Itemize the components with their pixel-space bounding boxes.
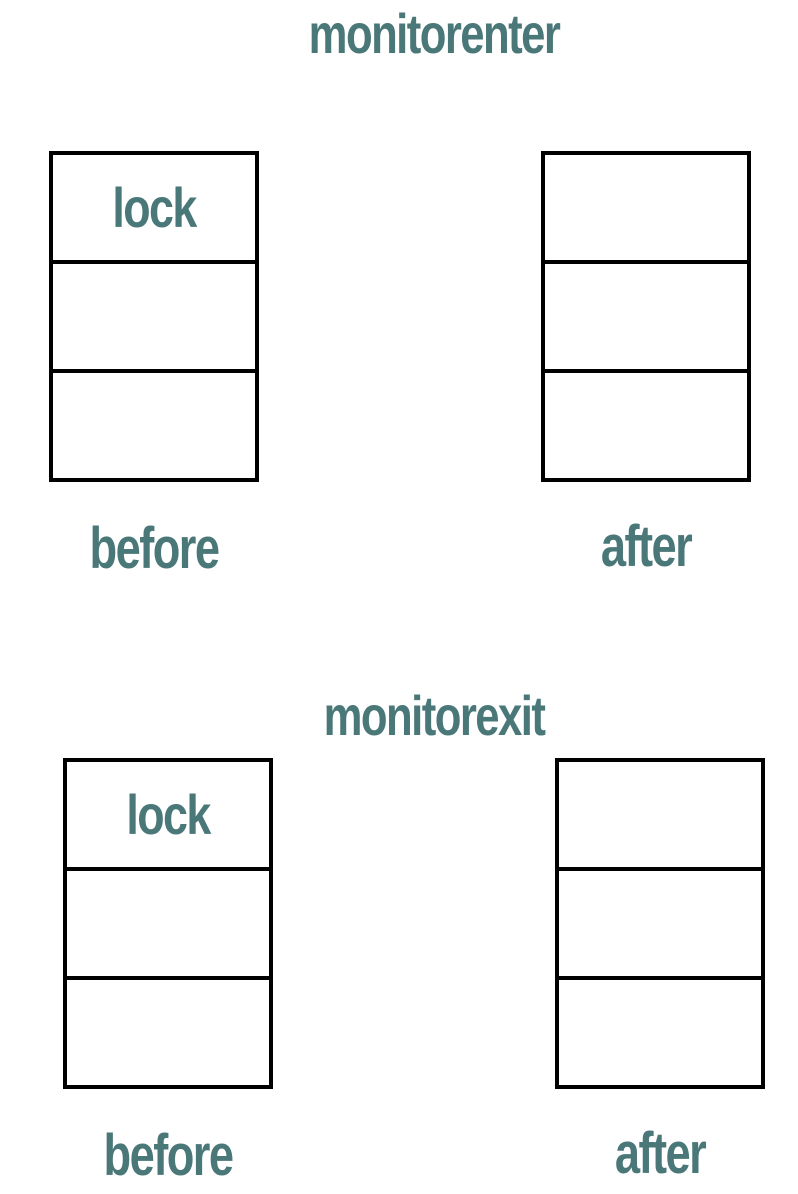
stack-slot [53, 373, 255, 478]
operand-stack-before: lock [49, 151, 259, 482]
caption-after: after [614, 1121, 707, 1186]
stack-slot [545, 155, 747, 264]
stack-slot [67, 980, 269, 1085]
stack-slot [545, 373, 747, 478]
operand-stack-after [541, 151, 751, 482]
stack-slot [545, 264, 747, 373]
stack-slot [559, 762, 761, 871]
stack-slot [559, 980, 761, 1085]
stack-slot [53, 264, 255, 373]
caption-before: before [89, 516, 220, 581]
operand-stack-before: lock [63, 758, 273, 1089]
stack-slot: lock [53, 155, 255, 264]
stack-slot: lock [67, 762, 269, 871]
section-title-monitorenter: monitorenter [308, 2, 561, 65]
section-title-monitorexit: monitorexit [323, 684, 546, 747]
stack-slot [559, 871, 761, 980]
caption-before: before [103, 1123, 234, 1188]
stack-slot [67, 871, 269, 980]
caption-after: after [600, 514, 693, 579]
operand-stack-after [555, 758, 765, 1089]
stack-slot-label: lock [112, 175, 197, 239]
stack-slot-label: lock [126, 782, 211, 846]
